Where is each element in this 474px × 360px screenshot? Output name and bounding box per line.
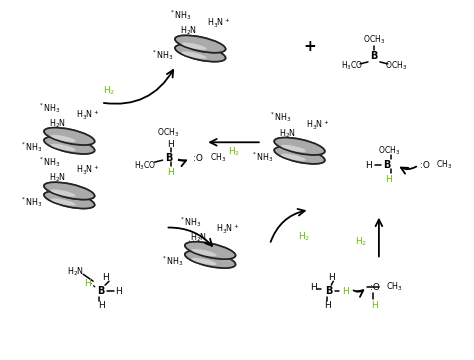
Text: OCH$_3$: OCH$_3$: [378, 145, 400, 157]
Text: $^*$NH$_3$: $^*$NH$_3$: [268, 111, 291, 125]
Text: $^*$NH$_3$: $^*$NH$_3$: [169, 8, 191, 22]
Text: H$_2$: H$_2$: [187, 238, 200, 251]
Ellipse shape: [281, 145, 306, 152]
Ellipse shape: [43, 190, 96, 210]
Text: H: H: [342, 287, 348, 296]
Text: H: H: [365, 161, 373, 170]
Text: B: B: [97, 286, 105, 296]
Ellipse shape: [51, 189, 76, 197]
Ellipse shape: [44, 128, 95, 145]
Ellipse shape: [51, 198, 76, 206]
Text: $^*$NH$_3$: $^*$NH$_3$: [20, 140, 43, 154]
Text: B: B: [326, 286, 333, 296]
Ellipse shape: [273, 137, 326, 156]
Ellipse shape: [44, 182, 95, 199]
Text: $^*$NH$_3$: $^*$NH$_3$: [151, 48, 174, 62]
Ellipse shape: [175, 35, 226, 53]
Text: $^*$NH$_3$: $^*$NH$_3$: [38, 100, 61, 114]
Text: H$_2$: H$_2$: [298, 230, 310, 243]
Text: CH$_3$: CH$_3$: [210, 152, 226, 165]
Text: H$_2$: H$_2$: [103, 85, 115, 97]
Ellipse shape: [174, 35, 227, 54]
Ellipse shape: [44, 191, 95, 208]
Ellipse shape: [185, 251, 236, 268]
Text: H$_2$N: H$_2$N: [180, 25, 197, 37]
Ellipse shape: [191, 258, 217, 265]
Ellipse shape: [274, 147, 325, 164]
Text: H$_3$CO: H$_3$CO: [341, 60, 363, 72]
Text: H$_2$N: H$_2$N: [49, 172, 66, 184]
Text: H$_2$N: H$_2$N: [279, 127, 296, 140]
Text: :O: :O: [193, 154, 203, 163]
Text: H$_3$N$^+$: H$_3$N$^+$: [75, 163, 99, 177]
Text: $^*$NH$_3$: $^*$NH$_3$: [251, 150, 273, 164]
Text: H$_2$: H$_2$: [228, 146, 240, 158]
Text: $^*$NH$_3$: $^*$NH$_3$: [161, 255, 183, 268]
Text: H$_3$N$^+$: H$_3$N$^+$: [217, 223, 240, 236]
Text: $^*$NH$_3$: $^*$NH$_3$: [38, 155, 61, 169]
Ellipse shape: [281, 154, 306, 161]
Text: H$_3$CO: H$_3$CO: [134, 160, 156, 172]
Ellipse shape: [44, 136, 95, 154]
Text: H: H: [372, 301, 378, 310]
Ellipse shape: [175, 44, 226, 62]
Text: H: H: [98, 301, 104, 310]
Text: H: H: [84, 279, 91, 288]
Ellipse shape: [43, 136, 96, 155]
Ellipse shape: [185, 242, 236, 259]
Text: H: H: [324, 301, 331, 310]
Text: H$_2$N: H$_2$N: [190, 231, 207, 244]
Text: OCH$_3$: OCH$_3$: [385, 60, 407, 72]
Text: :O: :O: [370, 283, 380, 292]
Ellipse shape: [274, 138, 325, 155]
Text: H: H: [385, 175, 392, 184]
Ellipse shape: [182, 42, 207, 50]
Text: H$_3$N$^+$: H$_3$N$^+$: [306, 119, 329, 132]
Text: H: H: [310, 283, 317, 292]
Text: +: +: [303, 39, 316, 54]
Text: OCH$_3$: OCH$_3$: [157, 126, 180, 139]
Text: H$_2$N: H$_2$N: [67, 265, 84, 278]
Ellipse shape: [273, 146, 326, 165]
Text: B: B: [165, 153, 172, 163]
Text: H$_2$: H$_2$: [355, 235, 367, 248]
Text: CH$_3$: CH$_3$: [436, 159, 453, 171]
Text: H: H: [167, 140, 174, 149]
Text: :O: :O: [419, 161, 429, 170]
Ellipse shape: [51, 144, 76, 151]
Text: $^*$NH$_3$: $^*$NH$_3$: [179, 215, 201, 229]
Text: CH$_3$: CH$_3$: [386, 281, 403, 293]
Ellipse shape: [184, 241, 237, 260]
Text: $^*$NH$_3$: $^*$NH$_3$: [20, 195, 43, 209]
Ellipse shape: [174, 44, 227, 63]
Ellipse shape: [43, 181, 96, 201]
Text: H: H: [116, 287, 122, 296]
Text: H$_3$N$^+$: H$_3$N$^+$: [207, 17, 230, 30]
Text: H$_2$N: H$_2$N: [49, 117, 66, 130]
Text: B: B: [370, 51, 378, 61]
Text: H$_3$N$^+$: H$_3$N$^+$: [75, 109, 99, 122]
Ellipse shape: [51, 135, 76, 142]
Text: B: B: [383, 160, 391, 170]
Ellipse shape: [191, 249, 217, 256]
Ellipse shape: [43, 127, 96, 146]
Text: OCH$_3$: OCH$_3$: [363, 34, 385, 46]
Ellipse shape: [184, 250, 237, 269]
Ellipse shape: [182, 51, 207, 59]
Text: H: H: [101, 273, 109, 282]
Text: H: H: [167, 167, 174, 176]
Text: H: H: [328, 273, 335, 282]
